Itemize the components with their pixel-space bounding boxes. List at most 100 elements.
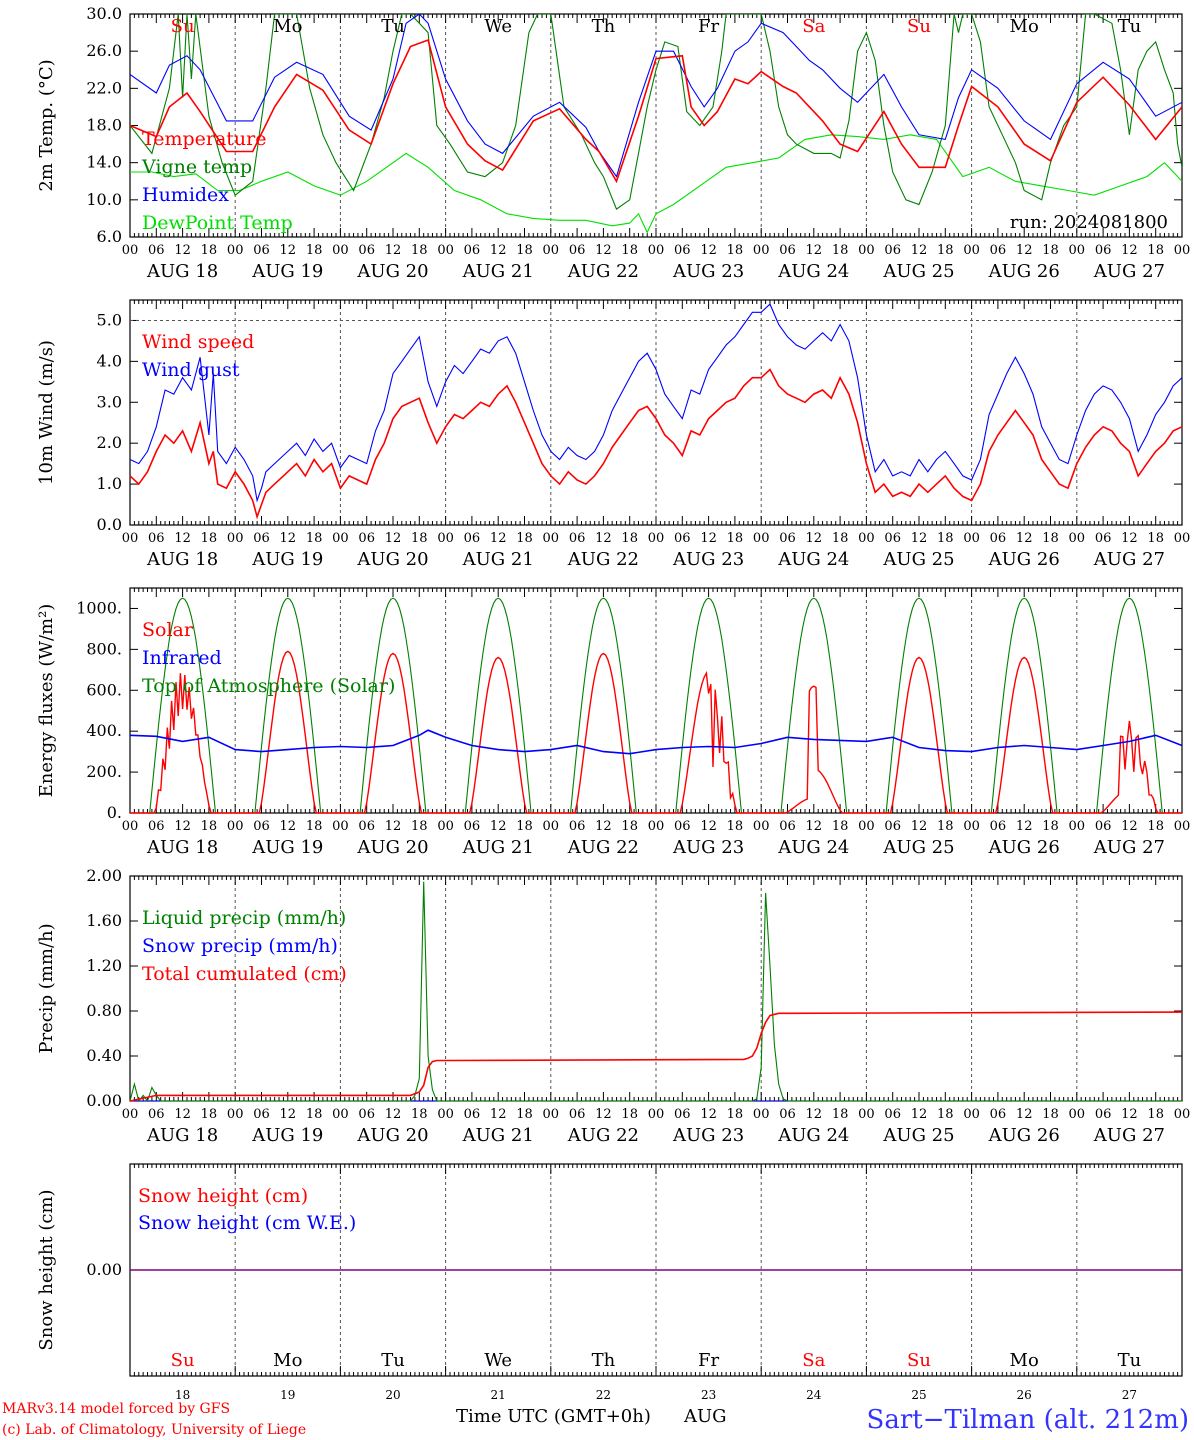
hour-tick-label: 00 xyxy=(332,1107,349,1122)
solar-day xyxy=(550,652,656,814)
toa-solar-day xyxy=(656,597,762,814)
solar-day xyxy=(235,650,341,814)
date-label: AUG 18 xyxy=(146,549,218,570)
date-label: AUG 22 xyxy=(567,261,639,282)
hour-tick-label: 00 xyxy=(1069,243,1086,258)
date-label: AUG 24 xyxy=(777,261,849,282)
hour-tick-label: 12 xyxy=(490,1107,507,1122)
weekday-label: Fr xyxy=(698,1350,719,1371)
weekday-label: Mo xyxy=(1010,1350,1039,1371)
hour-tick-label: 00 xyxy=(1174,1107,1191,1122)
hour-tick-label: 06 xyxy=(253,531,270,546)
legend-entry: Wind speed xyxy=(142,331,254,353)
hour-tick-label: 06 xyxy=(148,1107,165,1122)
weekday-label: Th xyxy=(592,1350,616,1371)
solar-day xyxy=(761,685,867,814)
hour-tick-label: 06 xyxy=(569,819,586,834)
legend-entry: Humidex xyxy=(142,184,229,206)
hour-tick-label: 00 xyxy=(543,819,560,834)
solar-day xyxy=(971,656,1077,814)
hour-tick-label: 00 xyxy=(437,819,454,834)
hour-tick-label: 06 xyxy=(464,243,481,258)
hour-tick-label: 00 xyxy=(437,531,454,546)
y-tick-label: 0. xyxy=(107,803,122,822)
date-label: AUG 27 xyxy=(1093,549,1165,570)
hour-tick-label: 12 xyxy=(595,1107,612,1122)
legend-entry: Vigne temp xyxy=(141,156,252,178)
hour-tick-label: 12 xyxy=(700,531,717,546)
series-line-humidex xyxy=(130,14,1182,178)
hour-tick-label: 06 xyxy=(464,819,481,834)
hour-tick-label: 12 xyxy=(490,243,507,258)
energy-panel: 0. 200. 400. 600. 800. 1000. Energy fluxes (W/… xyxy=(36,587,1190,858)
hour-tick-label: 00 xyxy=(543,1107,560,1122)
date-label: AUG 21 xyxy=(462,1125,534,1146)
hour-tick-label: 18 xyxy=(727,1107,744,1122)
hour-tick-label: 18 xyxy=(937,243,954,258)
hour-tick-label: 00 xyxy=(1069,531,1086,546)
hour-tick-label: 18 xyxy=(621,1107,638,1122)
date-label: AUG 26 xyxy=(988,837,1060,858)
hour-tick-label: 18 xyxy=(1042,819,1059,834)
date-label: AUG 21 xyxy=(462,261,534,282)
toa-solar-day xyxy=(235,597,341,814)
hour-tick-label: 12 xyxy=(595,243,612,258)
weekday-label: We xyxy=(484,1350,512,1371)
weekday-label: Mo xyxy=(273,16,302,37)
hour-tick-label: 06 xyxy=(884,819,901,834)
hour-tick-label: 06 xyxy=(674,1107,691,1122)
hour-tick-label: 00 xyxy=(227,531,244,546)
hour-tick-label: 00 xyxy=(1069,1107,1086,1122)
y-tick-label: 10.0 xyxy=(86,190,122,209)
y-axis-label: 2m Temp. (°C) xyxy=(36,59,57,191)
lab-credit: (c) Lab. of Climatology, University of L… xyxy=(2,1422,306,1438)
hour-tick-label: 12 xyxy=(280,531,297,546)
run-label: run: 2024081800 xyxy=(1010,212,1168,233)
toa-solar-day xyxy=(971,597,1077,814)
date-label: AUG 19 xyxy=(251,837,323,858)
hour-tick-label: 00 xyxy=(1174,531,1191,546)
weekday-label: Tu xyxy=(1118,1350,1142,1371)
hour-tick-label: 06 xyxy=(779,531,796,546)
date-label: AUG 20 xyxy=(356,261,428,282)
hour-tick-label: 00 xyxy=(437,1107,454,1122)
solar-day xyxy=(340,652,446,814)
hour-tick-label: 12 xyxy=(1016,1107,1033,1122)
series-line-liquid-precip-mm-h- xyxy=(129,881,1182,1103)
hour-tick-label: 12 xyxy=(1121,243,1138,258)
hour-tick-label: 12 xyxy=(911,531,928,546)
hour-tick-label: 06 xyxy=(674,243,691,258)
legend-entry: Snow height (cm) xyxy=(138,1185,308,1207)
day-number-label: 20 xyxy=(385,1388,400,1402)
hour-tick-label: 06 xyxy=(1095,819,1112,834)
hour-tick-label: 12 xyxy=(1016,243,1033,258)
day-number-label: 26 xyxy=(1017,1388,1032,1402)
y-tick-label: 6.0 xyxy=(97,227,122,246)
date-label: AUG 23 xyxy=(672,549,744,570)
y-tick-label: 800. xyxy=(86,639,122,658)
hour-tick-label: 18 xyxy=(201,243,218,258)
hour-tick-label: 00 xyxy=(753,243,770,258)
hour-tick-label: 18 xyxy=(1042,531,1059,546)
hour-tick-label: 18 xyxy=(937,819,954,834)
date-label: AUG 25 xyxy=(882,837,954,858)
weekday-label: We xyxy=(484,16,512,37)
hour-tick-label: 12 xyxy=(280,819,297,834)
y-tick-label: 0.00 xyxy=(86,1260,122,1279)
hour-tick-label: 00 xyxy=(332,531,349,546)
hour-tick-label: 12 xyxy=(385,531,402,546)
series-line-wind-gust xyxy=(129,303,1183,503)
weekday-label: Su xyxy=(907,16,931,37)
model-credit: MARv3.14 model forced by GFS xyxy=(2,1401,230,1417)
y-tick-label: 30.0 xyxy=(86,4,122,23)
date-label: AUG 26 xyxy=(988,549,1060,570)
date-label: AUG 27 xyxy=(1093,261,1165,282)
y-tick-label: 1.60 xyxy=(86,911,122,930)
date-label: AUG 20 xyxy=(356,1125,428,1146)
hour-tick-label: 12 xyxy=(490,819,507,834)
wind-panel: 0.0 1.0 2.0 3.0 4.0 5.0 10m Wind (m/s) Wind spe… xyxy=(36,299,1191,570)
plot-frame xyxy=(129,299,1183,526)
hour-tick-label: 12 xyxy=(174,243,191,258)
hour-tick-label: 06 xyxy=(990,531,1007,546)
y-tick-label: 600. xyxy=(86,680,122,699)
